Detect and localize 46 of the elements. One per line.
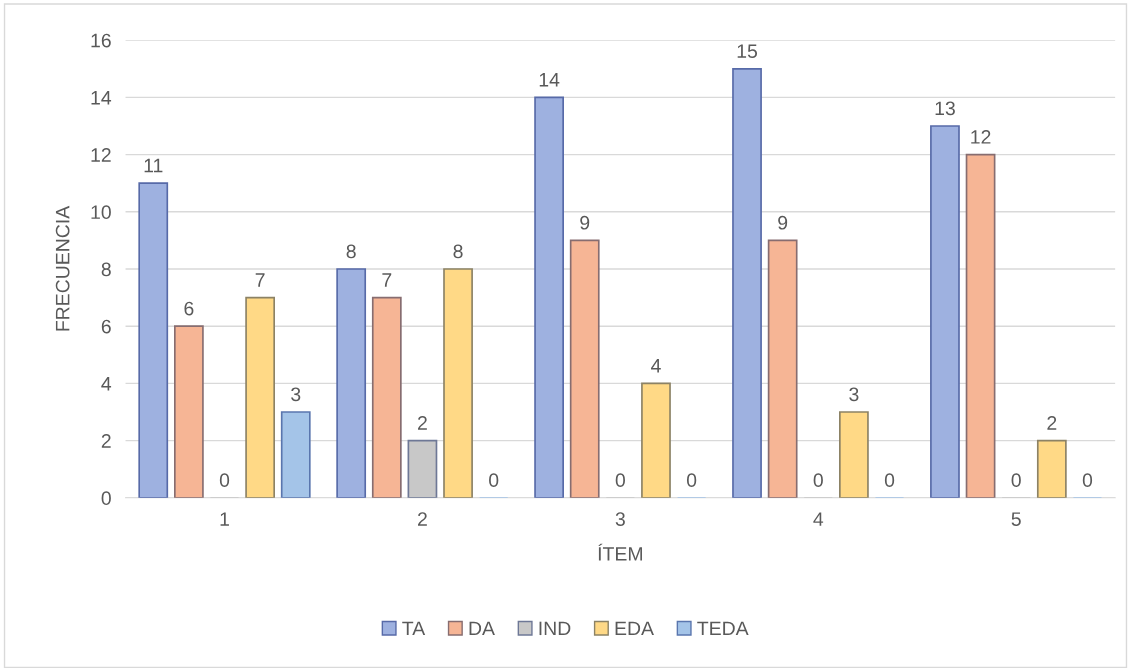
legend-label: TEDA — [697, 621, 749, 636]
data-label: 14 — [539, 73, 560, 87]
data-label: 0 — [489, 473, 499, 488]
x-tick-label: 4 — [813, 512, 824, 526]
data-label: 2 — [418, 416, 427, 430]
y-tick-label: 10 — [91, 205, 111, 220]
data-label: 0 — [813, 473, 823, 488]
data-label: 0 — [219, 473, 230, 488]
y-tick-label: 0 — [101, 491, 111, 506]
data-label: 8 — [346, 244, 356, 259]
legend-label: EDA — [615, 621, 654, 636]
x-tick-label: 2 — [418, 512, 427, 526]
y-tick-label: 4 — [101, 377, 112, 391]
y-tick-label: 2 — [101, 434, 111, 448]
data-label: 15 — [737, 44, 758, 59]
data-label: 6 — [184, 301, 194, 316]
data-label: 12 — [971, 130, 991, 144]
data-label: 3 — [849, 387, 859, 402]
x-tick-label: 1 — [220, 512, 229, 526]
data-label: 0 — [615, 473, 625, 488]
data-label: 0 — [1082, 473, 1093, 488]
data-label: 7 — [382, 273, 392, 287]
x-tick-label: 3 — [615, 512, 625, 526]
y-tick-label: 12 — [91, 148, 111, 162]
data-label: 4 — [651, 359, 661, 373]
data-label: 0 — [1011, 473, 1021, 488]
y-tick-label: 16 — [91, 33, 111, 48]
data-label: 13 — [935, 101, 955, 116]
data-label: 11 — [144, 158, 163, 173]
data-label: 9 — [580, 215, 590, 230]
y-axis-title: FRECUENCIA — [55, 205, 70, 331]
data-label: 0 — [884, 473, 895, 488]
data-label: 8 — [453, 244, 463, 259]
x-axis-title: ÍTEM — [598, 543, 642, 561]
y-tick-label: 6 — [101, 319, 111, 334]
data-label: 9 — [778, 215, 788, 230]
data-label: 3 — [291, 387, 301, 402]
y-tick-label: 8 — [101, 262, 111, 277]
legend-label: TA — [402, 621, 426, 636]
data-label: 0 — [686, 473, 697, 488]
data-label: 2 — [1047, 416, 1057, 430]
data-label: 7 — [255, 273, 265, 287]
legend-label: IND — [539, 621, 571, 636]
y-tick-label: 14 — [91, 91, 112, 105]
legend-label: DA — [469, 621, 495, 636]
x-tick-label: 5 — [1011, 512, 1021, 526]
